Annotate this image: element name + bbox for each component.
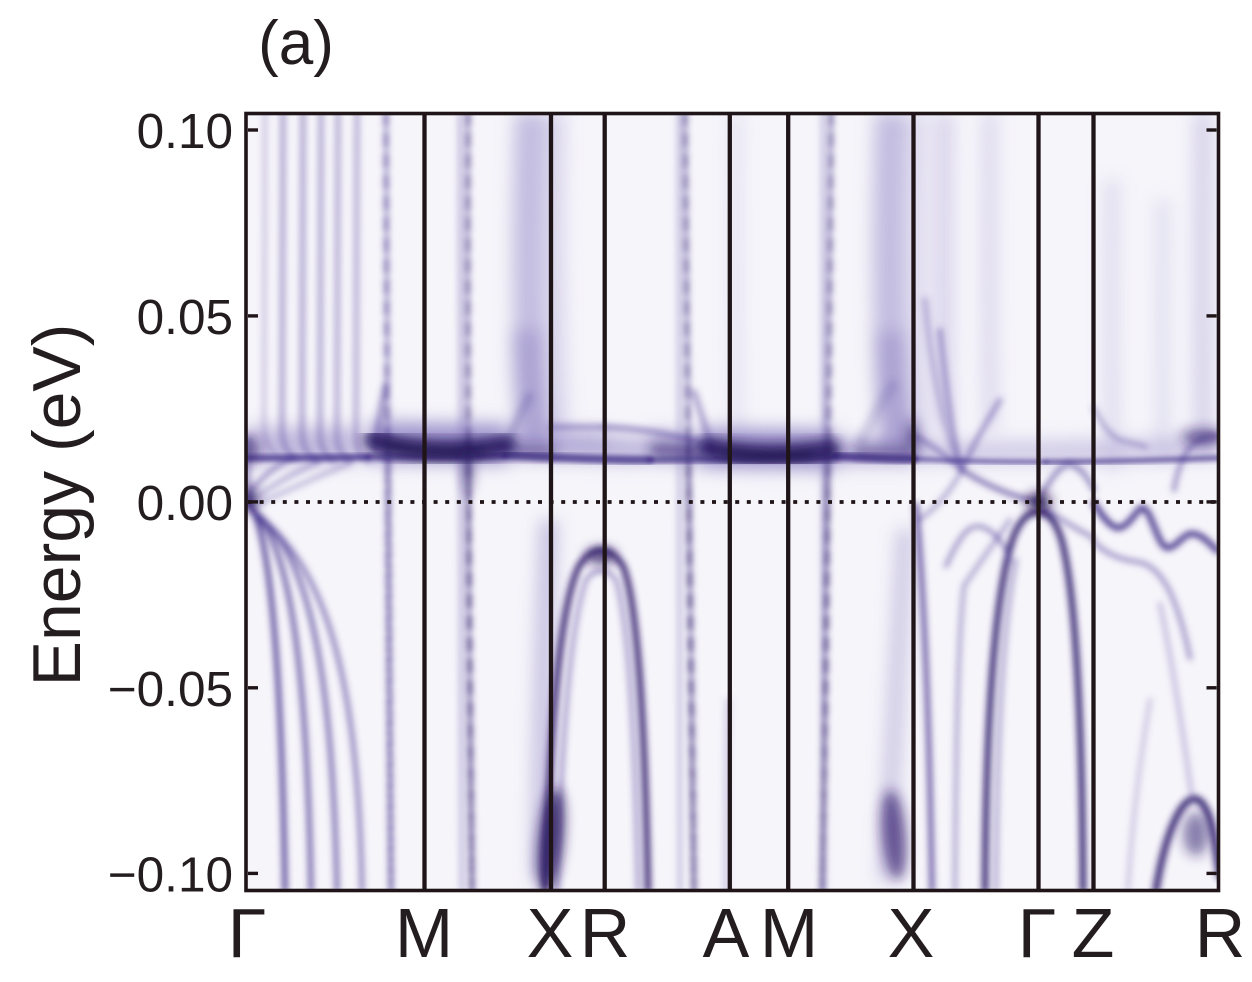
svg-text:0.10: 0.10	[137, 104, 233, 159]
svg-text:X: X	[888, 894, 935, 972]
svg-text:(a): (a)	[258, 9, 334, 78]
svg-text:M: M	[760, 894, 818, 972]
svg-text:Z: Z	[1072, 894, 1115, 972]
svg-text:Energy (eV): Energy (eV)	[19, 324, 95, 687]
svg-text:A: A	[703, 894, 750, 972]
svg-text:0.00: 0.00	[137, 476, 233, 531]
svg-text:R: R	[1195, 894, 1246, 972]
svg-text:X: X	[527, 894, 574, 972]
svg-text:0.05: 0.05	[137, 290, 233, 345]
svg-text:M: M	[395, 894, 453, 972]
svg-text:Γ: Γ	[1018, 894, 1057, 972]
svg-text:−0.05: −0.05	[108, 662, 233, 717]
svg-text:−0.10: −0.10	[108, 847, 233, 902]
svg-text:Γ: Γ	[228, 894, 267, 972]
svg-text:R: R	[580, 894, 631, 972]
